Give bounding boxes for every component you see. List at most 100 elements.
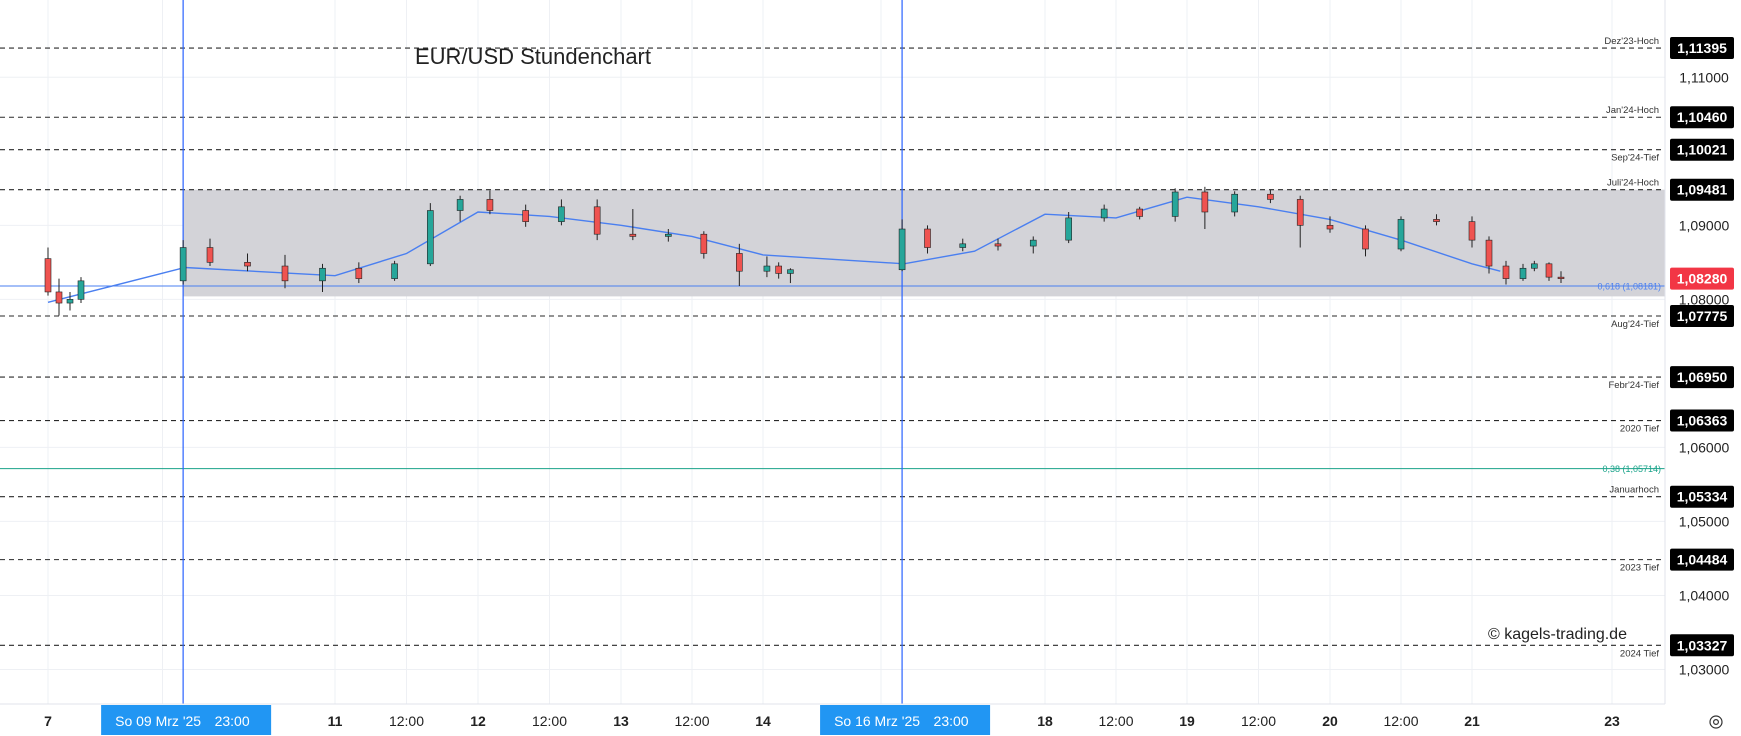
candle-body — [1231, 193, 1238, 213]
candle-body — [427, 210, 434, 265]
candle-body — [1468, 221, 1476, 241]
time-tick-label: 12:00 — [1383, 713, 1418, 729]
price-badge-label: 1,04484 — [1677, 552, 1728, 568]
candle-body — [1362, 228, 1369, 250]
date-marker-date: So 16 Mrz '25 — [834, 713, 920, 729]
candle-body — [66, 299, 74, 304]
time-tick-label: 12:00 — [1241, 713, 1276, 729]
current-price-label: 1,08280 — [1677, 271, 1728, 287]
price-badge — [1670, 178, 1734, 201]
chart-title: EUR/USD Stundenchart — [415, 44, 651, 69]
candle-body — [1296, 199, 1304, 226]
time-tick-label: 20 — [1322, 713, 1338, 729]
time-axis[interactable]: 7:001112:001212:001312:0014:001812:00191… — [0, 703, 1665, 736]
candle-body — [994, 243, 1002, 247]
candle-body — [763, 265, 771, 272]
candle-body — [1519, 267, 1527, 279]
price-tick-label: 1,09000 — [1679, 217, 1730, 233]
level-label: Febr'24-Tief — [1608, 380, 1659, 391]
candle-body — [665, 233, 672, 237]
candle-body — [1171, 191, 1179, 217]
level-label: 2020 Tief — [1620, 424, 1659, 435]
candlestick-series — [44, 186, 1565, 316]
candle-body — [522, 210, 529, 222]
candle-body — [1201, 191, 1209, 213]
candle-body — [55, 291, 63, 304]
candle-body — [558, 206, 565, 222]
price-tick-label: 1,04000 — [1679, 587, 1730, 603]
candle-body — [355, 267, 363, 279]
level-label: 2023 Tief — [1620, 563, 1659, 574]
candle-body — [77, 280, 85, 300]
price-badge — [1670, 106, 1734, 129]
candle-body — [456, 199, 464, 211]
level-label: Sep'24-Tief — [1611, 153, 1659, 164]
price-axis[interactable]: 1,11000 1,09000 1,08000 1,06000 1,05000 1,040… — [1664, 0, 1741, 736]
date-marker-time: 23:00 — [934, 713, 969, 729]
price-badge — [1670, 409, 1734, 432]
candle-body — [898, 228, 906, 271]
price-badge — [1670, 305, 1734, 328]
level-label: Jan'24-Hoch — [1606, 105, 1659, 116]
candle-body — [1531, 263, 1538, 269]
level-label: Dez'23-Hoch — [1604, 36, 1659, 47]
candle-body — [1136, 208, 1143, 217]
current-price-badge — [1670, 267, 1734, 290]
candle-body — [179, 247, 187, 282]
candle-body — [1397, 219, 1405, 250]
candle-body — [1502, 265, 1510, 279]
candle-body — [1326, 225, 1334, 230]
time-tick-label: 12:00 — [674, 713, 709, 729]
range-box — [183, 189, 1665, 297]
price-tick-label: 1,08000 — [1679, 291, 1730, 307]
price-badge-label: 1,05334 — [1677, 489, 1728, 505]
time-tick-label: 23 — [1604, 713, 1620, 729]
candle-body — [319, 267, 326, 282]
price-badge-label: 1,10021 — [1677, 142, 1728, 158]
price-badge-label: 1,10460 — [1677, 109, 1728, 125]
price-tick-label: 1,11000 — [1679, 69, 1729, 85]
time-tick-label: 14 — [755, 713, 771, 729]
settings-icon[interactable] — [1709, 715, 1723, 729]
date-marker-badge — [820, 705, 991, 735]
candle-body — [1100, 208, 1108, 219]
price-badge-label: 1,03327 — [1677, 637, 1728, 653]
price-badge-label: 1,09481 — [1677, 182, 1728, 198]
candle-body — [1267, 193, 1274, 200]
price-tick-label: 1,05000 — [1679, 513, 1730, 529]
candle-body — [924, 228, 931, 248]
price-badge-label: 1,06950 — [1677, 369, 1728, 385]
time-tick-label: 12:00 — [389, 713, 424, 729]
candle-body — [1485, 239, 1493, 267]
candle-body — [44, 258, 52, 293]
level-label: Juli'24-Hoch — [1607, 178, 1659, 189]
date-marker-date: So 09 Mrz '25 — [115, 713, 201, 729]
time-tick-label: 12 — [470, 713, 486, 729]
time-tick-label: 21 — [1464, 713, 1480, 729]
candle-body — [1065, 217, 1072, 241]
level-label: Aug'24-Tief — [1611, 319, 1659, 330]
time-tick-label: 11 — [328, 713, 343, 729]
candle-body — [593, 206, 601, 235]
date-marker-time: 23:00 — [215, 713, 250, 729]
watermark: © kagels-trading.de — [1488, 626, 1627, 643]
fib-label: 0,38 (1,05714) — [1602, 464, 1661, 474]
price-badge-label: 1,11395 — [1677, 40, 1727, 56]
candle-body — [959, 243, 967, 248]
range-box-layer — [183, 189, 1665, 297]
candle-body — [281, 265, 289, 282]
price-badge-label: 1,06363 — [1677, 413, 1728, 429]
price-badge — [1670, 37, 1734, 60]
time-tick-label: 13 — [613, 713, 629, 729]
price-badge — [1670, 366, 1734, 389]
time-tick-label: 12:00 — [532, 713, 567, 729]
candle-body — [1433, 219, 1440, 222]
fib-label: 0,618 (1,08181) — [1597, 281, 1661, 291]
candle-body — [787, 269, 794, 274]
price-tick-label: 1,03000 — [1679, 661, 1730, 677]
level-label: Januarhoch — [1609, 485, 1659, 496]
candle-body — [206, 247, 214, 263]
candle-body — [1029, 239, 1037, 247]
price-badge — [1670, 485, 1734, 508]
